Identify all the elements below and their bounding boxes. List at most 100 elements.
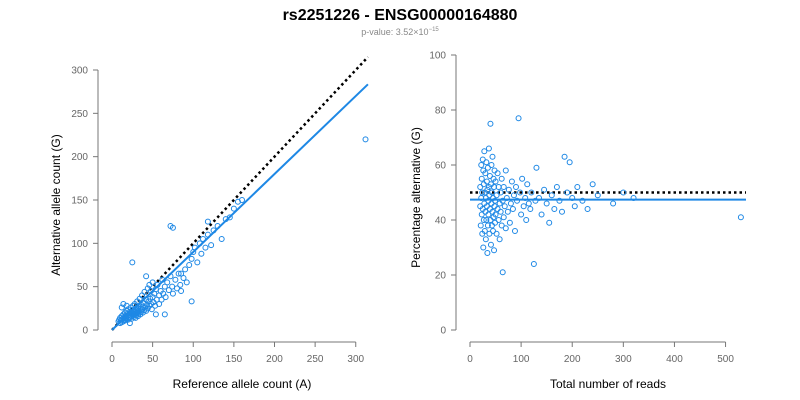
data-point [502,225,509,232]
data-point [362,136,369,143]
data-point [481,228,488,234]
data-point [524,181,531,188]
data-point [492,197,499,204]
data-point [498,222,505,229]
figure-title: rs2251226 - ENSG00000164880 [283,7,518,24]
data-point [502,167,509,174]
data-point [517,189,524,196]
p-value-prefix: p-value: 3.52×10 [361,27,428,37]
data-point [482,170,489,177]
data-point [494,206,501,212]
data-point [480,181,487,188]
data-point [499,269,506,276]
y-tick-label: 300 [71,66,88,77]
data-point [523,217,530,223]
data-point [164,279,171,286]
data-point [481,148,488,155]
y-tick-label: 250 [71,109,88,120]
data-point [584,206,591,212]
x-tick-label: 150 [226,354,243,365]
data-point [489,153,496,160]
data-point [156,301,163,307]
data-point [509,206,516,212]
data-point [169,224,176,231]
data-point [126,320,133,327]
data-point [485,211,492,218]
data-point [172,276,179,283]
data-point [202,244,209,251]
data-point [556,197,563,204]
data-point [499,197,506,204]
y-tick-label: 200 [71,152,88,163]
data-point [118,304,125,311]
data-point [566,159,573,166]
data-point [162,294,169,301]
data-point [496,236,503,243]
x-axis-label: Total number of reads [550,377,666,391]
data-point [479,189,486,196]
data-point [188,255,195,262]
data-point [610,200,617,207]
y-axis-label: Percentage alternative (G) [409,127,423,268]
data-point [180,275,187,281]
y-tick-label: 80 [435,106,447,117]
data-point [178,270,185,277]
y-tick-label: 60 [435,161,447,172]
data-point [559,208,565,215]
data-point [520,203,527,210]
data-point [528,189,535,196]
data-point [579,197,586,204]
data-point [175,270,182,277]
data-point [513,184,519,190]
data-point [538,211,545,218]
data-point [480,217,487,223]
y-tick-label: 0 [82,326,88,337]
p-value-label: p-value: 3.52×10−15 [361,27,439,37]
data-point [500,184,507,190]
data-point [218,236,225,242]
x-tick-label: 300 [615,354,632,365]
data-point [519,175,526,182]
data-point [169,283,176,290]
data-point [483,159,490,166]
x-tick-label: 100 [185,354,202,365]
data-point [484,222,491,229]
data-point [491,167,498,174]
data-point [574,184,581,190]
data-point [525,200,532,207]
data-point [198,250,205,257]
x-tick-label: 100 [513,354,530,365]
data-point [594,192,601,199]
data-point [487,241,494,248]
data-point [511,228,518,234]
data-point [492,178,499,185]
x-tick-label: 0 [109,354,115,365]
data-point [505,186,512,193]
data-point [143,273,150,280]
data-point [165,287,172,294]
data-point [488,189,495,196]
data-point [182,266,189,273]
data-point [571,203,578,210]
data-point [487,120,494,127]
data-point [510,192,517,199]
y-axis-label: Alternative allele count (G) [49,134,63,275]
data-point [483,217,490,223]
y-tick-label: 150 [71,196,88,207]
data-point [152,311,159,318]
data-point [478,175,485,182]
data-point [493,230,500,237]
data-point [492,211,499,218]
data-point [496,200,503,207]
y-tick-label: 100 [429,51,446,62]
y-tick-label: 100 [71,239,88,250]
data-point [506,219,513,226]
data-point [530,261,537,267]
data-point [129,259,136,266]
data-point [508,178,515,185]
x-tick-label: 200 [564,354,581,365]
data-point [564,189,571,196]
data-point [194,259,201,266]
data-point [543,200,550,207]
data-point [488,162,495,168]
